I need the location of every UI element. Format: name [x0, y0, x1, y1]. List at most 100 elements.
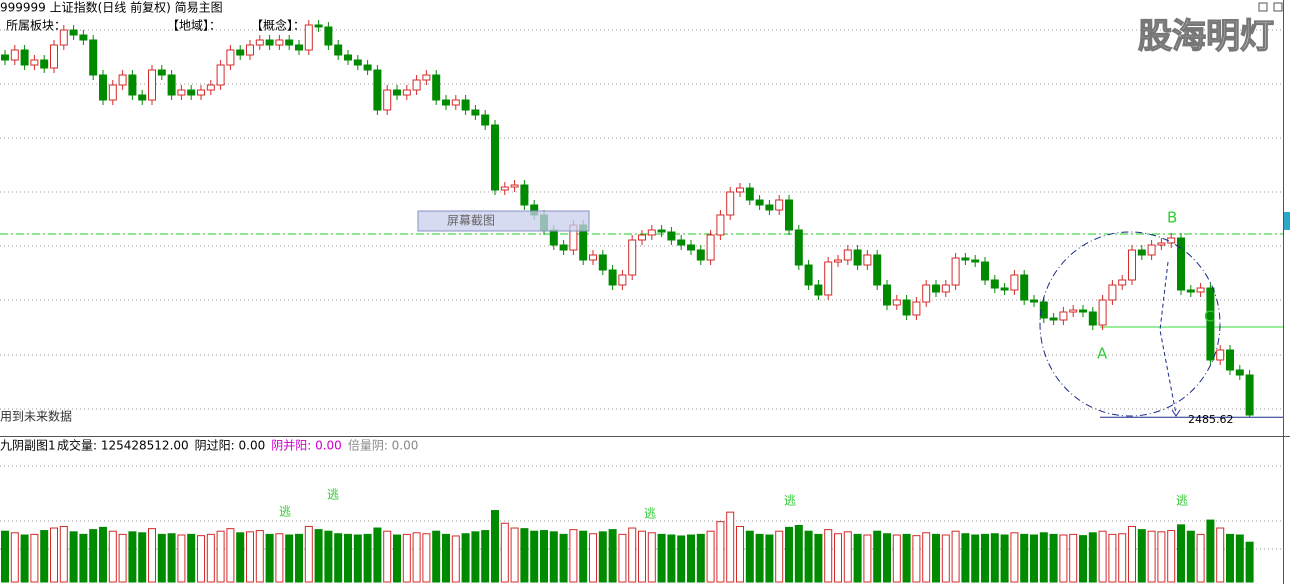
volume-bar [765, 534, 774, 583]
volume-bar [1147, 530, 1156, 583]
candle-body [59, 29, 68, 46]
volume-bar [118, 533, 127, 583]
volume-bar [726, 511, 735, 583]
candle-body [814, 284, 823, 296]
volume-bar [1118, 533, 1127, 583]
candle-body [598, 254, 607, 271]
volume-bar [128, 531, 137, 583]
candle-body [363, 64, 372, 71]
candle-body [373, 69, 382, 111]
candle-body [138, 94, 147, 101]
volume-bar [69, 531, 78, 583]
volume-bar [628, 527, 637, 583]
screenshot-label: 屏幕截图 [447, 214, 495, 228]
volume-bar [589, 533, 597, 583]
candle-body [1069, 309, 1078, 313]
arrow-head [1171, 409, 1181, 417]
volume-bar [304, 525, 313, 583]
volume-bar [50, 527, 58, 583]
window-button[interactable] [1258, 2, 1268, 12]
candle-body [775, 199, 784, 211]
candle-body [922, 284, 931, 303]
candle-body [108, 84, 117, 101]
volume-bar [834, 533, 842, 583]
volume-bar [30, 533, 39, 583]
volume-bar [873, 530, 882, 583]
candle-body [10, 49, 19, 61]
candle-body [1177, 237, 1185, 291]
volume-bar [549, 531, 558, 583]
future-data-note: 用到未来数据 [0, 409, 72, 424]
volume-bar [1226, 533, 1234, 583]
volume-bar [1157, 531, 1166, 583]
volume-bar [108, 530, 117, 583]
candle-body [608, 269, 617, 286]
candle-body [383, 89, 392, 111]
candle-body [990, 279, 999, 289]
volume-bar [510, 527, 519, 583]
candle-body [236, 49, 245, 56]
legend: 成交量: 125428512.00 阴过阳: 0.00 阴并阳: 0.00 倍量阴: … [57, 438, 418, 453]
volume-bar [471, 531, 480, 583]
candle-body [481, 114, 490, 126]
volume-bar [932, 533, 940, 583]
volume-bar [353, 534, 362, 583]
annotation: 逃 [644, 507, 656, 521]
candle-body [638, 234, 646, 241]
volume-bar [1235, 534, 1244, 583]
candle-body [314, 24, 323, 28]
candle-body [1128, 249, 1136, 281]
region-label: 【地域】： [167, 19, 221, 33]
candle-body [981, 261, 989, 281]
volume-bar [1088, 532, 1097, 583]
volume-bar [148, 528, 156, 583]
candle-body [657, 229, 666, 233]
candle-body [1108, 284, 1117, 301]
volume-bar [138, 532, 147, 583]
candle-body [706, 234, 715, 261]
highlight-circle [1039, 231, 1221, 417]
volume-bar [853, 533, 862, 583]
candle-body [736, 187, 744, 193]
candle-body [40, 59, 49, 69]
volume-bar [167, 533, 176, 583]
candle-body [1137, 249, 1146, 256]
candle-body [873, 254, 882, 286]
candle-body [422, 74, 431, 81]
candle-body [1157, 242, 1166, 246]
volume-bar [1079, 535, 1087, 583]
volume-bar [892, 534, 901, 583]
annotation: C [1204, 308, 1214, 326]
volume-bar [393, 534, 401, 583]
concept-label: 【概念】： [251, 18, 305, 33]
candle-body [285, 39, 294, 46]
candle-body [951, 257, 960, 286]
candle-body [1079, 309, 1087, 313]
annotation: A [1097, 345, 1108, 363]
candle-body [549, 229, 558, 246]
candle-body [187, 89, 196, 96]
volume-bar [1069, 533, 1078, 583]
volume-bar [618, 533, 627, 583]
volume-bar [706, 530, 715, 583]
candle-body [246, 44, 254, 56]
watermark: 股海明灯 [1138, 17, 1274, 57]
volume-bar [442, 533, 450, 583]
candle-body [667, 231, 676, 241]
volume-bar [187, 533, 196, 583]
volume-bar [197, 535, 205, 583]
candle-body [295, 44, 303, 51]
legend-entry: 倍量阴: 0.00 [348, 438, 419, 453]
candle-body [1235, 369, 1244, 376]
candle-body [1030, 299, 1038, 303]
window-button[interactable] [1273, 2, 1283, 12]
candle-body [304, 24, 313, 51]
volume-bar [1177, 524, 1185, 583]
candle-body [892, 299, 901, 306]
volume-bar [667, 534, 676, 583]
candle-body [471, 109, 480, 116]
volume-bar [1186, 530, 1195, 583]
legend-entry: 阴并阳: 0.00 [271, 439, 342, 453]
candle-body [804, 264, 813, 286]
